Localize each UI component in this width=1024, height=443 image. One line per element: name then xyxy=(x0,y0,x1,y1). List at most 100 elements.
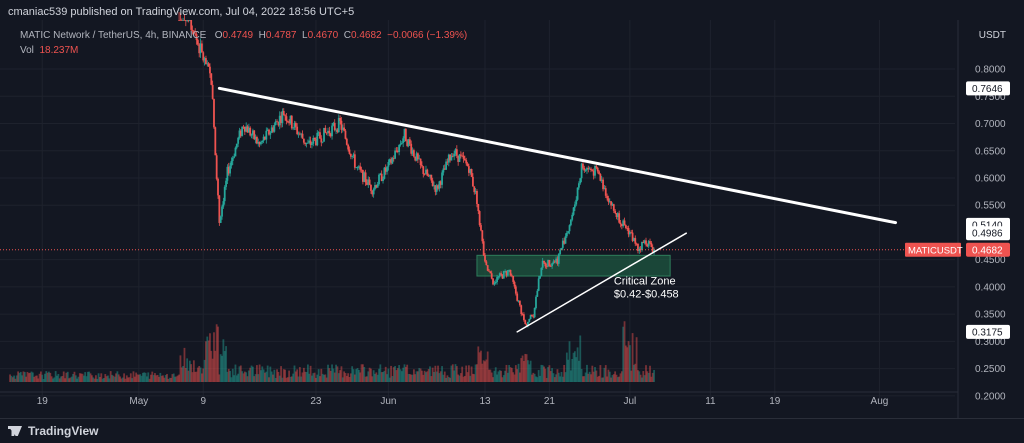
candle-body xyxy=(264,136,266,140)
volume-bar xyxy=(544,368,547,382)
volume-bar xyxy=(512,372,515,382)
volume-bar xyxy=(339,370,341,382)
price-chart[interactable]: 0.8000 0.7500 0.7000 0.6500 0.6000 0.5500 0.45… xyxy=(0,0,1024,418)
volume-bar xyxy=(147,372,150,382)
volume-bar xyxy=(30,371,33,382)
candle-body xyxy=(633,238,635,241)
tradingview-logo[interactable]: TradingView xyxy=(8,424,98,438)
volume-bar xyxy=(465,365,468,382)
volume-bar xyxy=(494,367,497,382)
candle-body xyxy=(339,117,341,121)
volume-bar xyxy=(555,374,558,382)
candle-body xyxy=(247,127,250,133)
volume-bar xyxy=(305,371,308,382)
candle-body xyxy=(478,211,481,226)
volume-bar xyxy=(575,357,578,382)
volume-bar xyxy=(292,373,295,382)
volume-bar xyxy=(182,365,185,382)
volume-bar xyxy=(461,366,464,382)
volume-bar xyxy=(278,375,281,382)
volume-bar xyxy=(374,373,376,382)
candle-body xyxy=(575,199,578,205)
volume-bar xyxy=(105,376,108,382)
candle-body xyxy=(265,130,268,140)
candle-body xyxy=(272,127,274,132)
candle-body xyxy=(403,128,406,139)
volume-bar xyxy=(582,376,584,382)
volume-bar xyxy=(627,341,630,382)
volume-bar xyxy=(606,376,608,382)
candle-body xyxy=(599,174,602,181)
candle-body xyxy=(198,44,201,54)
candle-body xyxy=(446,161,449,163)
volume-bar xyxy=(198,365,201,382)
candle-body xyxy=(559,249,562,255)
volume-bar xyxy=(70,376,73,382)
volume-bar xyxy=(140,375,143,382)
volume-bar xyxy=(383,370,386,382)
volume-bar xyxy=(54,371,57,382)
volume-bar xyxy=(25,376,28,382)
candle-body xyxy=(260,142,262,145)
candle-body xyxy=(274,121,277,126)
candle-body xyxy=(203,58,206,61)
candle-body xyxy=(608,201,611,203)
candle-body xyxy=(188,20,191,21)
volume-bar xyxy=(539,375,541,382)
candle-body xyxy=(344,130,347,139)
volume-bar xyxy=(282,369,285,382)
candle-body xyxy=(488,270,490,272)
volume-bar xyxy=(469,375,472,382)
volume-bar xyxy=(207,340,210,382)
candle-body xyxy=(465,160,468,164)
vol-value: 18.237M xyxy=(39,45,79,56)
volume-bar xyxy=(463,375,466,382)
volume-bar xyxy=(403,364,406,382)
candle-body xyxy=(455,149,458,156)
volume-bar xyxy=(159,372,162,382)
candle-body xyxy=(426,169,429,176)
candle-body xyxy=(624,225,627,229)
candle-body xyxy=(238,130,241,138)
volume-bar xyxy=(612,374,615,382)
volume-bar xyxy=(151,371,154,382)
volume-bar xyxy=(497,371,500,382)
volume-bar xyxy=(631,333,634,382)
volume-bar xyxy=(31,372,34,382)
y-tick-label: 0.6000 xyxy=(975,173,1006,184)
volume-bar xyxy=(537,370,540,382)
volume-bar xyxy=(300,376,303,382)
volume-bar xyxy=(69,377,72,382)
candle-body xyxy=(313,137,316,140)
candle-body xyxy=(600,179,603,181)
candle-body xyxy=(347,144,350,150)
candle-body xyxy=(266,129,269,131)
candle-body xyxy=(249,127,252,136)
candle-body xyxy=(276,121,278,123)
volume-bar xyxy=(430,376,433,382)
candle-body xyxy=(196,40,199,45)
volume-bar xyxy=(68,378,70,382)
candle-body xyxy=(500,273,502,275)
volume-bar xyxy=(45,371,48,382)
candle-body xyxy=(268,129,270,135)
volume-bar xyxy=(561,376,564,382)
volume-bar xyxy=(309,365,312,382)
volume-bar xyxy=(93,378,96,382)
candle-body xyxy=(650,242,653,247)
volume-bar xyxy=(86,371,89,382)
candle-body xyxy=(627,228,630,235)
candle-body xyxy=(622,220,625,227)
volume-bar xyxy=(426,371,429,382)
volume-bar xyxy=(131,378,134,382)
candle-body xyxy=(645,240,647,245)
volume-bar xyxy=(370,368,372,382)
candle-body xyxy=(370,184,372,191)
volume-bar xyxy=(340,366,343,382)
volume-bar xyxy=(17,371,19,382)
volume-bar xyxy=(262,369,265,382)
volume-bar xyxy=(455,366,458,382)
volume-bar xyxy=(485,359,488,382)
volume-bar xyxy=(387,368,390,382)
candle-body xyxy=(320,138,323,143)
